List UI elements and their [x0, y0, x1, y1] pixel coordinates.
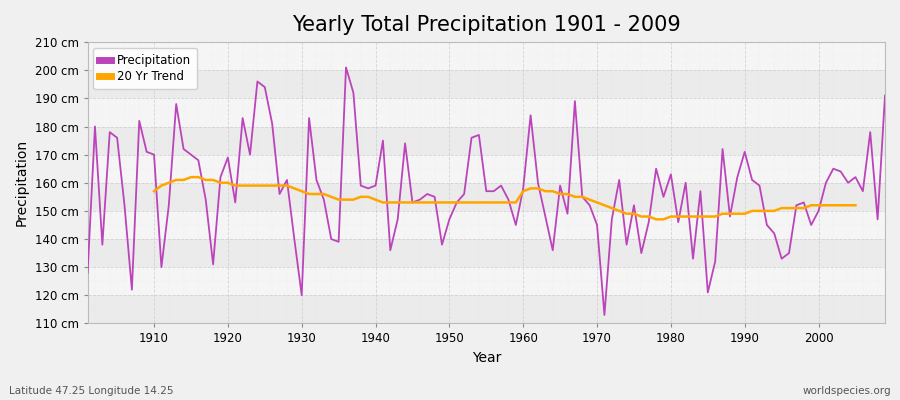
20 Yr Trend	[148, 189, 159, 194]
X-axis label: Year: Year	[472, 351, 501, 365]
20 Yr Trend	[356, 194, 366, 199]
Bar	[87, 70, 885, 98]
Text: worldspecies.org: worldspecies.org	[803, 386, 891, 396]
Bar	[87, 126, 885, 155]
Bar	[87, 211, 885, 239]
Line: 20 Yr Trend: 20 Yr Trend	[154, 177, 856, 219]
Bar	[87, 42, 885, 70]
Y-axis label: Precipitation: Precipitation	[15, 139, 29, 226]
Precipitation	[879, 93, 890, 98]
20 Yr Trend	[185, 175, 196, 180]
20 Yr Trend	[850, 203, 861, 208]
Bar	[87, 295, 885, 324]
Legend: Precipitation, 20 Yr Trend: Precipitation, 20 Yr Trend	[94, 48, 197, 89]
20 Yr Trend	[806, 203, 816, 208]
Line: Precipitation: Precipitation	[87, 68, 885, 315]
Bar	[87, 98, 885, 126]
Bar	[87, 155, 885, 183]
Precipitation	[599, 312, 610, 317]
Bar	[87, 183, 885, 211]
Precipitation	[141, 150, 152, 154]
Precipitation	[82, 270, 93, 275]
20 Yr Trend	[510, 200, 521, 205]
Bar	[87, 239, 885, 267]
Precipitation	[340, 65, 351, 70]
Precipitation	[526, 113, 536, 118]
Text: Latitude 47.25 Longitude 14.25: Latitude 47.25 Longitude 14.25	[9, 386, 174, 396]
20 Yr Trend	[533, 186, 544, 191]
20 Yr Trend	[252, 183, 263, 188]
Bar	[87, 267, 885, 295]
Precipitation	[518, 186, 528, 191]
20 Yr Trend	[651, 217, 661, 222]
Title: Yearly Total Precipitation 1901 - 2009: Yearly Total Precipitation 1901 - 2009	[292, 15, 680, 35]
Precipitation	[303, 116, 314, 120]
20 Yr Trend	[459, 200, 470, 205]
Precipitation	[356, 183, 366, 188]
Precipitation	[621, 242, 632, 247]
